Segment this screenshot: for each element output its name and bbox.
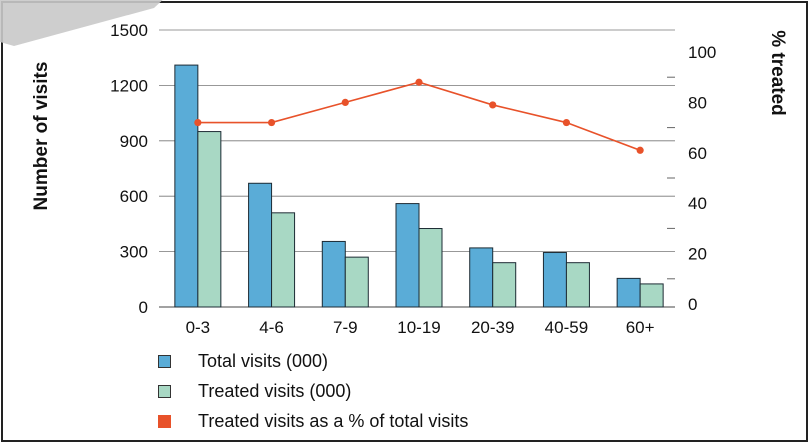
bar-total-0-3	[174, 64, 199, 308]
line-point-10-19	[415, 78, 423, 86]
bar-treated-4-6	[271, 212, 296, 308]
x-tick-label: 40-59	[545, 318, 588, 337]
legend-label-total: Total visits (000)	[198, 350, 329, 371]
x-tick-label: 10-19	[397, 318, 440, 337]
y-right-tick-label: 0	[688, 295, 697, 314]
legend-item-treated: Treated visits (000)	[158, 376, 468, 406]
line-point-20-39	[489, 101, 497, 109]
line-point-4-6	[267, 118, 276, 127]
bar-total-10-19	[395, 203, 420, 308]
x-tick-label: 20-39	[471, 318, 514, 337]
bar-treated-7-9	[344, 256, 369, 308]
legend-item-total: Total visits (000)	[158, 346, 468, 376]
y-right-tick-label: 20	[688, 245, 707, 264]
line-point-0-3	[194, 118, 202, 127]
y-tick-label: 600	[120, 187, 148, 206]
legend-swatch-treated	[158, 384, 171, 398]
legend-label-percent: Treated visits as a % of total visits	[198, 410, 469, 431]
y-tick-label: 0	[139, 298, 148, 317]
y-right-tick-label: 60	[688, 144, 707, 163]
y-right-tick-label: 80	[688, 93, 707, 112]
legend-label-treated: Treated visits (000)	[198, 380, 352, 401]
y-tick-label: 1500	[110, 21, 148, 40]
x-tick-label: 60+	[626, 318, 655, 337]
y-axis-title: Number of visits	[31, 62, 52, 211]
y-tick-label: 900	[120, 132, 148, 151]
y-right-tick-label: 40	[688, 194, 707, 213]
bar-total-20-39	[469, 247, 494, 308]
bar-treated-40-59	[565, 262, 590, 308]
bar-total-4-6	[248, 182, 273, 308]
legend-swatch-total	[158, 354, 171, 368]
x-tick-label: 7-9	[333, 318, 358, 337]
bar-treated-10-19	[418, 228, 443, 308]
legend-swatch-percent	[158, 414, 171, 428]
legend: Total visits (000) Treated visits (000) …	[158, 346, 468, 436]
x-tick-label: 0-3	[186, 318, 211, 337]
bar-total-40-59	[542, 252, 567, 308]
bar-treated-20-39	[492, 262, 517, 308]
bar-total-7-9	[321, 240, 346, 308]
legend-item-percent: Treated visits as a % of total visits	[158, 406, 468, 436]
y-right-axis-title: % treated	[767, 30, 788, 116]
x-tick-label: 4-6	[259, 318, 284, 337]
y-tick-label: 300	[120, 243, 148, 262]
line-percent-treated	[197, 81, 641, 152]
bar-total-60+	[616, 277, 641, 308]
y-tick-label: 1200	[110, 76, 148, 95]
line-point-7-9	[341, 98, 349, 106]
bar-treated-0-3	[197, 131, 222, 308]
line-point-60+	[636, 146, 644, 154]
y-right-tick-label: 100	[688, 43, 716, 62]
line-point-40-59	[562, 118, 571, 127]
bar-treated-60+	[639, 283, 664, 308]
